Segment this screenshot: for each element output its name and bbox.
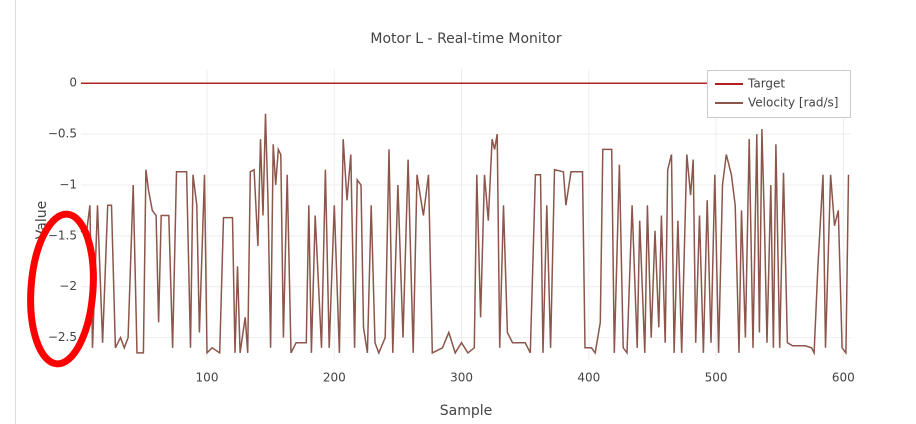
y-tick-label: −1 (59, 177, 77, 191)
y-tick-label: −0.5 (48, 127, 77, 141)
x-tick-label: 200 (323, 371, 346, 385)
x-tick-label: 300 (450, 371, 473, 385)
y-tick-label: −2.5 (48, 330, 77, 344)
plot-area: 0 −0.5 −1 −1.5 −2 −2.5 100 200 300 400 500 600 Targe… (48, 69, 855, 385)
y-tick-label: −2 (59, 279, 77, 293)
legend-label: Velocity [rad/s] (748, 96, 838, 110)
series-line (80, 113, 850, 356)
chart-title: Motor L - Real-time Monitor (370, 31, 561, 47)
x-axis-title: Sample (440, 403, 493, 419)
legend: Target Velocity [rad/s] (707, 70, 851, 118)
legend-label: Target (747, 77, 785, 91)
legend-box (707, 70, 851, 118)
x-tick-label: 500 (705, 371, 728, 385)
y-tick-label: 0 (69, 76, 77, 90)
x-tick-label: 600 (832, 371, 855, 385)
y-tick-label: −1.5 (48, 228, 77, 242)
x-tick-label: 400 (577, 371, 600, 385)
x-tick-label: 100 (196, 371, 219, 385)
highlight-circle (27, 210, 97, 368)
